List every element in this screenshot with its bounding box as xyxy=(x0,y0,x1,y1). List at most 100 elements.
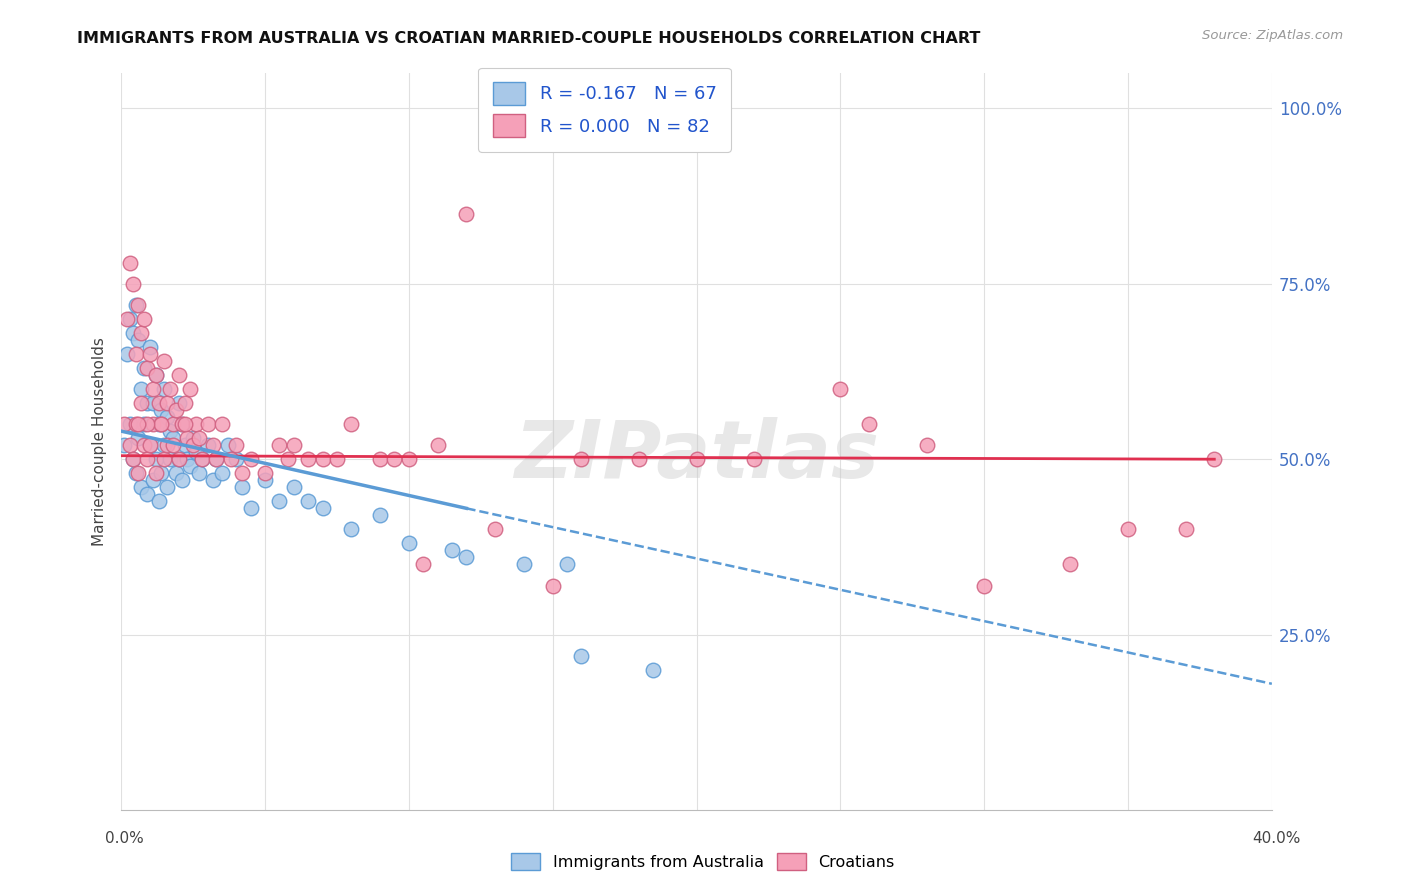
Point xyxy=(398,536,420,550)
Point xyxy=(571,648,593,663)
Point xyxy=(165,403,187,417)
Point xyxy=(159,382,181,396)
Point xyxy=(202,473,225,487)
Point xyxy=(484,522,506,536)
Point xyxy=(205,452,228,467)
Point xyxy=(167,368,190,382)
Point xyxy=(456,550,478,565)
Point xyxy=(124,417,146,431)
Point xyxy=(187,467,209,481)
Point xyxy=(121,326,143,340)
Point xyxy=(440,543,463,558)
Point xyxy=(513,558,536,572)
Point xyxy=(121,452,143,467)
Point xyxy=(239,452,262,467)
Point xyxy=(269,438,291,452)
Point xyxy=(124,347,146,361)
Point xyxy=(170,417,193,431)
Text: Source: ZipAtlas.com: Source: ZipAtlas.com xyxy=(1202,29,1343,42)
Point xyxy=(145,368,167,382)
Point xyxy=(398,452,420,467)
Point xyxy=(202,438,225,452)
Point xyxy=(191,452,214,467)
Point xyxy=(205,452,228,467)
Point xyxy=(340,417,363,431)
Point xyxy=(225,438,247,452)
Point xyxy=(148,494,170,508)
Point xyxy=(134,311,156,326)
Point xyxy=(283,480,305,494)
Point xyxy=(191,452,214,467)
Point xyxy=(685,452,707,467)
Point xyxy=(179,459,201,474)
Point xyxy=(131,480,153,494)
Point xyxy=(118,417,141,431)
Point xyxy=(184,445,207,459)
Point xyxy=(830,382,852,396)
Point xyxy=(115,311,138,326)
Point xyxy=(173,396,195,410)
Point xyxy=(541,578,564,592)
Text: 40.0%: 40.0% xyxy=(1253,831,1301,846)
Point xyxy=(858,417,880,431)
Point xyxy=(142,396,165,410)
Point xyxy=(136,487,159,501)
Point xyxy=(112,438,135,452)
Point xyxy=(973,578,995,592)
Point xyxy=(150,417,173,431)
Point xyxy=(1059,558,1081,572)
Point xyxy=(150,417,173,431)
Point xyxy=(145,368,167,382)
Point xyxy=(124,467,146,481)
Point xyxy=(219,452,242,467)
Point xyxy=(181,431,204,445)
Point xyxy=(426,438,449,452)
Point xyxy=(136,361,159,376)
Point xyxy=(167,452,190,467)
Point xyxy=(239,501,262,516)
Point xyxy=(136,452,159,467)
Point xyxy=(277,452,299,467)
Point xyxy=(1116,522,1139,536)
Point xyxy=(153,382,176,396)
Point xyxy=(643,663,665,677)
Point xyxy=(150,467,173,481)
Point xyxy=(136,396,159,410)
Point xyxy=(197,417,219,431)
Point xyxy=(127,431,149,445)
Point xyxy=(167,452,190,467)
Point xyxy=(283,438,305,452)
Point xyxy=(197,438,219,452)
Point xyxy=(555,558,578,572)
Point xyxy=(121,452,143,467)
Point xyxy=(156,480,179,494)
Point xyxy=(159,424,181,438)
Point xyxy=(179,382,201,396)
Point xyxy=(225,452,247,467)
Point xyxy=(165,467,187,481)
Point xyxy=(311,452,333,467)
Point xyxy=(145,467,167,481)
Point xyxy=(162,417,184,431)
Point xyxy=(211,417,233,431)
Point xyxy=(170,473,193,487)
Point xyxy=(153,354,176,368)
Point xyxy=(115,347,138,361)
Point xyxy=(1204,452,1226,467)
Legend: Immigrants from Australia, Croatians: Immigrants from Australia, Croatians xyxy=(505,847,901,877)
Point xyxy=(162,431,184,445)
Point xyxy=(139,438,162,452)
Text: ZIPatlas: ZIPatlas xyxy=(515,417,879,495)
Point xyxy=(142,382,165,396)
Point xyxy=(571,452,593,467)
Point xyxy=(145,452,167,467)
Point xyxy=(412,558,434,572)
Point xyxy=(134,417,156,431)
Point xyxy=(159,452,181,467)
Point xyxy=(118,438,141,452)
Point xyxy=(131,326,153,340)
Point xyxy=(184,417,207,431)
Point xyxy=(148,417,170,431)
Point xyxy=(156,396,179,410)
Point xyxy=(134,361,156,376)
